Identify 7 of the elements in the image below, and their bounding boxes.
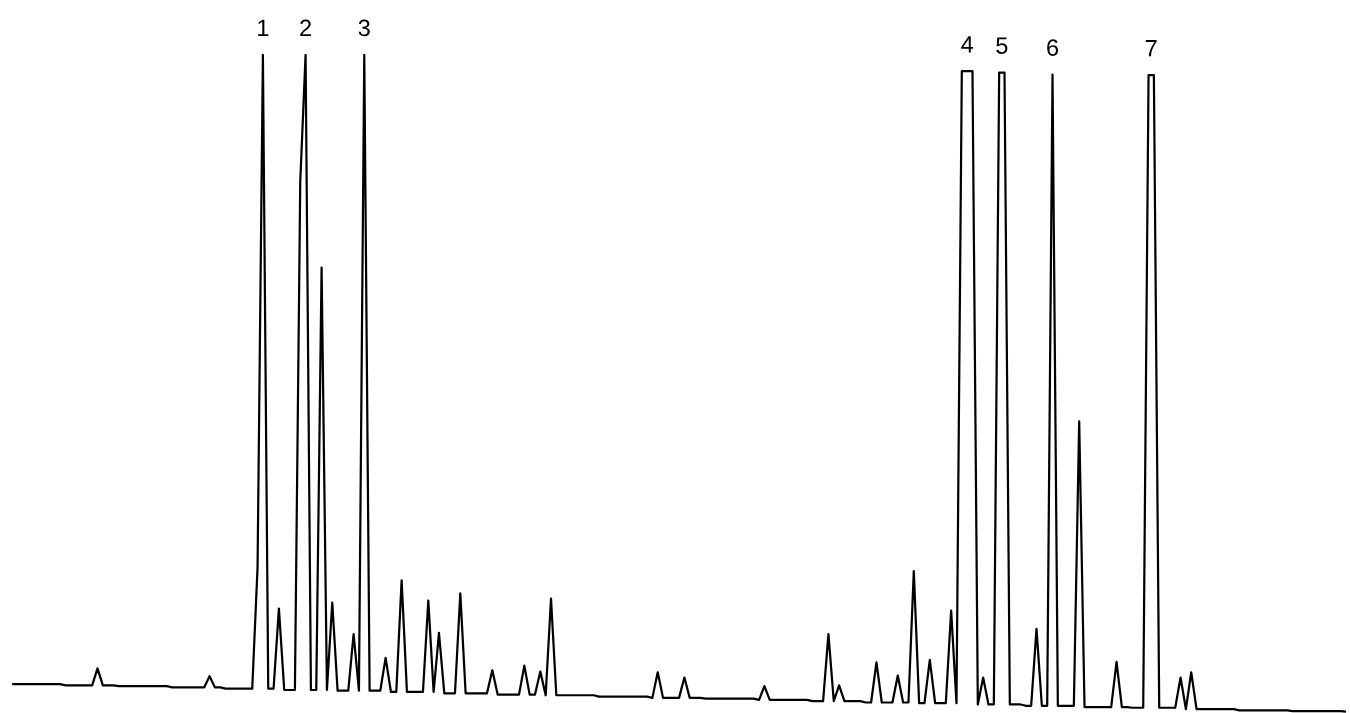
annotation: 7	[1145, 40, 1157, 57]
annotation: 1	[258, 19, 269, 36]
annotation: 4	[961, 36, 974, 53]
annotation: 5	[996, 37, 1008, 54]
annotation: 2	[300, 19, 311, 36]
annotation: 6	[1047, 39, 1059, 56]
annotation: 3	[358, 19, 370, 37]
